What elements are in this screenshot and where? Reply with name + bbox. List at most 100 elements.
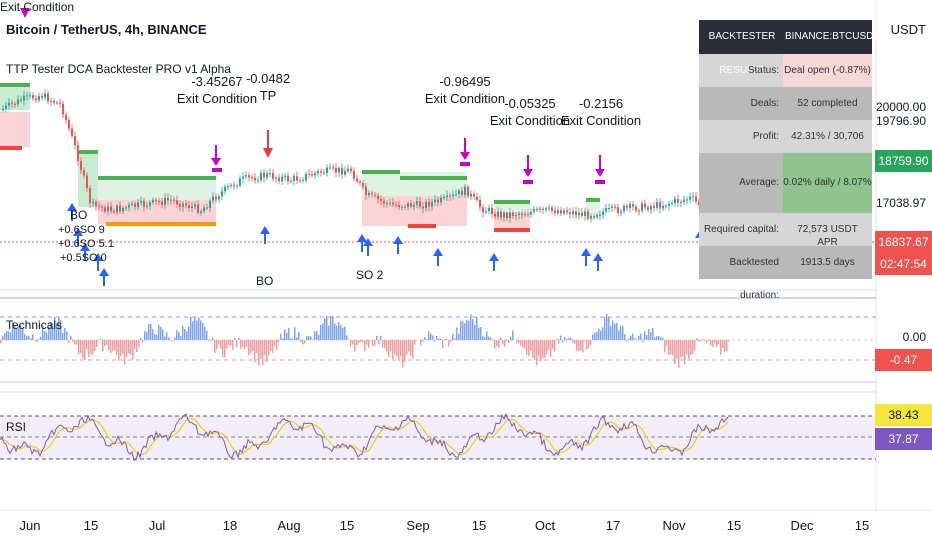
histogram-bar — [680, 340, 682, 358]
candle — [260, 172, 262, 181]
candle — [446, 195, 448, 198]
histogram-bar — [108, 340, 110, 351]
candle — [530, 211, 532, 215]
histogram-bar — [454, 338, 456, 340]
histogram-bar — [446, 338, 448, 340]
histogram-bar — [218, 340, 220, 345]
annotation-value: -0.2156 — [578, 96, 624, 111]
candle — [401, 206, 403, 208]
histogram-bar — [24, 334, 26, 340]
histogram-bar — [666, 340, 668, 347]
histogram-bar — [596, 331, 598, 340]
candle — [395, 204, 397, 206]
buy-arrow-icon — [73, 228, 83, 236]
candle — [689, 196, 691, 200]
histogram-bar — [546, 340, 548, 355]
annotation-label: Exit Condition — [176, 91, 258, 106]
histogram-bar — [116, 340, 118, 355]
histogram-bar — [558, 340, 560, 344]
histogram-bar — [174, 337, 176, 340]
histogram-bar — [78, 340, 80, 355]
histogram-bar — [28, 335, 30, 340]
histogram-bar — [592, 334, 594, 340]
histogram-bar — [74, 340, 76, 345]
histogram-bar — [102, 340, 104, 352]
histogram-bar — [410, 340, 412, 356]
price-axis-currency: USDT — [890, 22, 926, 37]
histogram-bar — [276, 340, 278, 351]
candle — [647, 207, 649, 210]
histogram-bar — [232, 340, 234, 350]
candle — [554, 210, 556, 214]
histogram-bar — [496, 340, 498, 347]
candle — [428, 201, 430, 207]
histogram-bar — [132, 340, 134, 360]
histogram-bar — [624, 334, 626, 340]
histogram-bar — [246, 340, 248, 347]
histogram-bar — [154, 334, 156, 340]
technicals-axis-tick: 0.00 — [902, 330, 926, 344]
histogram-bar — [620, 326, 622, 340]
indicator-title[interactable]: TTP Tester DCA Backtester PRO v1 Alpha — [6, 62, 231, 76]
histogram-bar — [60, 320, 62, 340]
candle — [95, 201, 97, 206]
panel-key: Profit: — [752, 131, 779, 142]
candle — [674, 198, 676, 203]
candle — [113, 211, 115, 213]
candle — [326, 167, 328, 174]
histogram-bar — [36, 340, 38, 343]
histogram-bar — [462, 320, 464, 340]
candle — [143, 201, 145, 207]
candle — [383, 200, 385, 204]
histogram-bar — [242, 340, 244, 348]
candle — [539, 208, 541, 210]
candle — [467, 186, 469, 197]
histogram-bar — [554, 340, 556, 352]
candle — [479, 199, 481, 208]
candle — [413, 204, 415, 207]
rsi-title[interactable]: RSI — [6, 420, 27, 434]
candle — [494, 213, 496, 217]
histogram-bar — [482, 336, 484, 340]
candle — [575, 211, 577, 216]
buy-arrow-icon — [67, 203, 77, 211]
candle — [230, 184, 232, 187]
candle — [212, 196, 214, 201]
histogram-bar — [254, 340, 256, 363]
exit-annotation: -0.2156 Exit Condition — [561, 95, 641, 129]
bo-label: BO — [70, 208, 88, 222]
candle — [74, 135, 76, 146]
histogram-bar — [622, 325, 624, 340]
histogram-bar — [674, 340, 676, 365]
candle — [320, 171, 322, 173]
candle — [578, 212, 580, 216]
histogram-bar — [632, 333, 634, 340]
histogram-bar — [228, 340, 230, 345]
histogram-bar — [22, 328, 24, 340]
histogram-bar — [200, 320, 202, 340]
histogram-bar — [320, 324, 322, 340]
technicals-title[interactable]: Technicals — [6, 318, 63, 332]
histogram-bar — [630, 335, 632, 340]
histogram-bar — [128, 340, 130, 354]
histogram-bar — [180, 336, 182, 340]
candle — [92, 201, 94, 204]
histogram-bar — [146, 331, 148, 340]
candle — [392, 202, 394, 205]
candle — [419, 201, 421, 207]
candle — [269, 173, 271, 175]
histogram-bar — [268, 340, 270, 356]
candle — [488, 207, 490, 212]
symbol-title[interactable]: Bitcoin / TetherUS, 4h, BINANCE — [6, 22, 207, 37]
histogram-bar — [326, 315, 328, 340]
candle — [281, 176, 283, 182]
candle — [425, 201, 427, 209]
histogram-bar — [324, 318, 326, 340]
histogram-bar — [440, 338, 442, 340]
histogram-bar — [416, 340, 418, 341]
histogram-bar — [466, 319, 468, 340]
histogram-bar — [344, 326, 346, 340]
candle — [140, 201, 142, 203]
time-label: 15 — [726, 518, 742, 533]
